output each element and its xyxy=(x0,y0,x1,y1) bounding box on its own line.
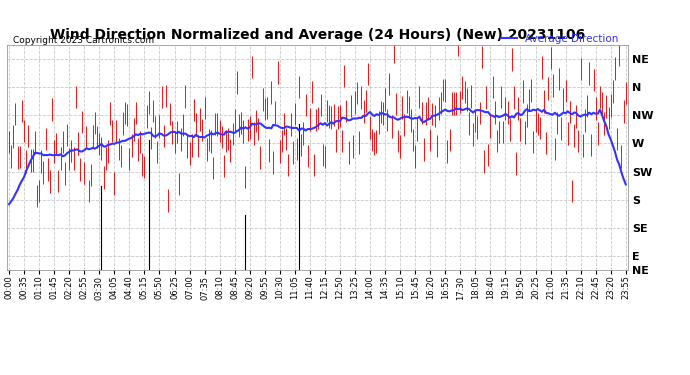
Legend: Average Direction: Average Direction xyxy=(497,30,622,48)
Text: Copyright 2023 Cartronics.com: Copyright 2023 Cartronics.com xyxy=(13,36,155,45)
Title: Wind Direction Normalized and Average (24 Hours) (New) 20231106: Wind Direction Normalized and Average (2… xyxy=(50,28,585,42)
